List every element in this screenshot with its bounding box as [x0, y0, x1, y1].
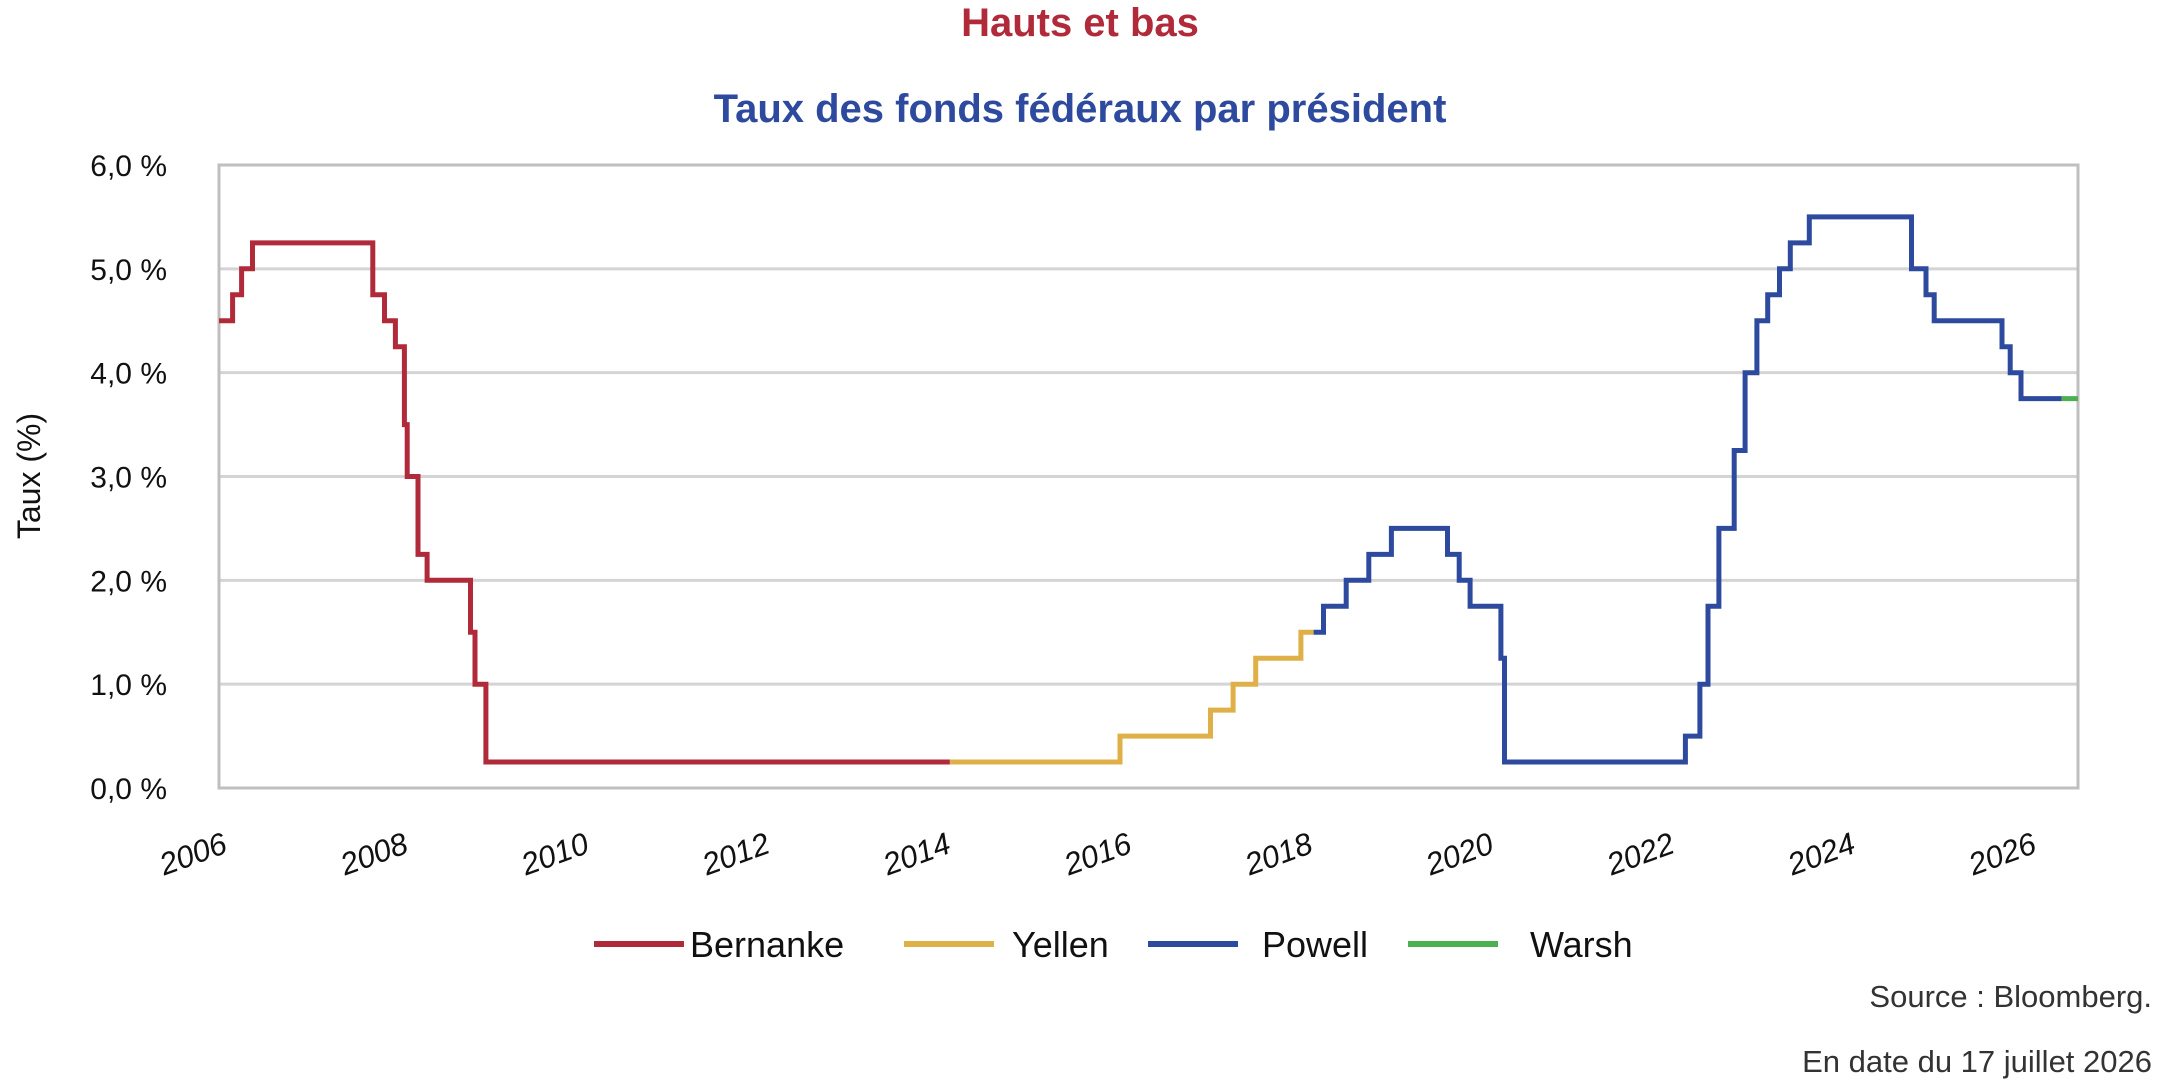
y-tick-label: 2,0 %	[90, 565, 167, 598]
y-tick-label: 6,0 %	[90, 150, 167, 183]
series-lines	[219, 214, 2078, 765]
chart-subtitle: Taux des fonds fédéraux par président	[714, 87, 1447, 131]
x-tick-label: 2026	[1963, 825, 2041, 882]
x-tick-label: 2018	[1239, 825, 1317, 882]
series-line-bernanke	[219, 240, 950, 765]
y-tick-label: 0,0 %	[90, 773, 167, 806]
y-tick-label: 5,0 %	[90, 254, 167, 287]
y-tick-label: 4,0 %	[90, 358, 167, 391]
x-tick-label: 2012	[696, 826, 774, 883]
x-tick-label: 2008	[335, 825, 413, 882]
y-tick-label: 1,0 %	[90, 669, 167, 702]
y-axis-label: Taux (%)	[11, 413, 47, 539]
x-tick-label: 2016	[1058, 825, 1136, 882]
x-tick-label: 2010	[516, 826, 594, 883]
chart-title: Hauts et bas	[961, 1, 1199, 45]
y-tick-label: 3,0 %	[90, 462, 167, 495]
y-axis-ticks: 0,0 % 1,0 % 2,0 % 3,0 % 4,0 % 5,0 % 6,0 %	[90, 150, 167, 806]
x-tick-label: 2022	[1601, 826, 1679, 883]
legend-label-yellen: Yellen	[1012, 924, 1109, 965]
plot-area-border	[217, 163, 2080, 790]
legend-label-warsh: Warsh	[1530, 924, 1633, 965]
legend: Bernanke Yellen Powell Warsh	[594, 924, 1633, 965]
grid	[219, 267, 2078, 686]
x-tick-label: 2024	[1782, 826, 1860, 883]
legend-label-bernanke: Bernanke	[690, 924, 844, 965]
legend-label-powell: Powell	[1262, 924, 1368, 965]
series-line-powell	[1313, 214, 2062, 765]
series-line-yellen	[949, 629, 1314, 765]
x-tick-label: 2014	[877, 826, 955, 883]
x-tick-label: 2006	[154, 825, 232, 882]
x-axis-ticks: 2006 2008 2010 2012 2014 2016 2018 2020 2022 2024…	[154, 825, 2042, 882]
source-note: Source : Bloomberg.	[1869, 979, 2152, 1014]
x-tick-label: 2020	[1420, 826, 1498, 883]
date-note: En date du 17 juillet 2026	[1802, 1044, 2152, 1079]
